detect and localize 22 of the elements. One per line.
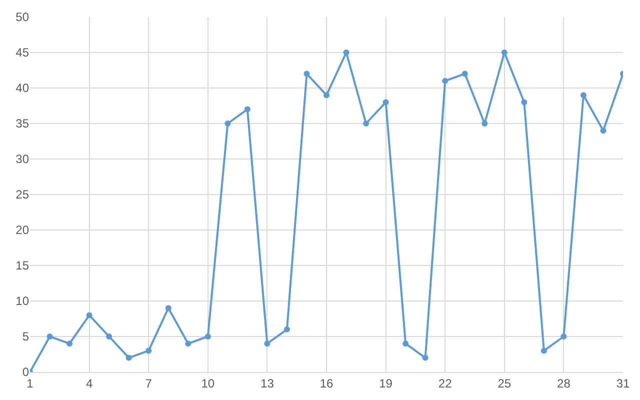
y-tick-label: 40 [16, 81, 30, 96]
x-tick-label: 22 [438, 376, 452, 390]
y-tick-label: 20 [16, 223, 30, 238]
y-tick-label: 35 [16, 116, 30, 131]
y-tick-label: 50 [16, 10, 30, 24]
y-tick-label: 0 [22, 365, 30, 380]
x-tick-label: 10 [201, 376, 215, 390]
y-tick-label: 10 [16, 294, 30, 308]
y-tick-label: 15 [16, 258, 30, 273]
x-tick-label: 4 [86, 376, 93, 390]
x-tick-label: 19 [379, 376, 393, 390]
y-tick-label: 25 [16, 188, 30, 202]
x-tick-label: 1 [26, 376, 34, 390]
x-tick-label: 13 [260, 376, 274, 390]
x-tick-label: 28 [557, 376, 571, 390]
y-tick-label: 5 [22, 330, 30, 344]
y-tick-label: 30 [16, 152, 30, 166]
x-tick-label: 31 [616, 376, 630, 390]
y-tick-label: 45 [16, 46, 30, 60]
x-tick-label: 16 [320, 376, 334, 390]
x-tick-label: 25 [498, 376, 512, 390]
x-tick-label: 7 [145, 376, 152, 390]
